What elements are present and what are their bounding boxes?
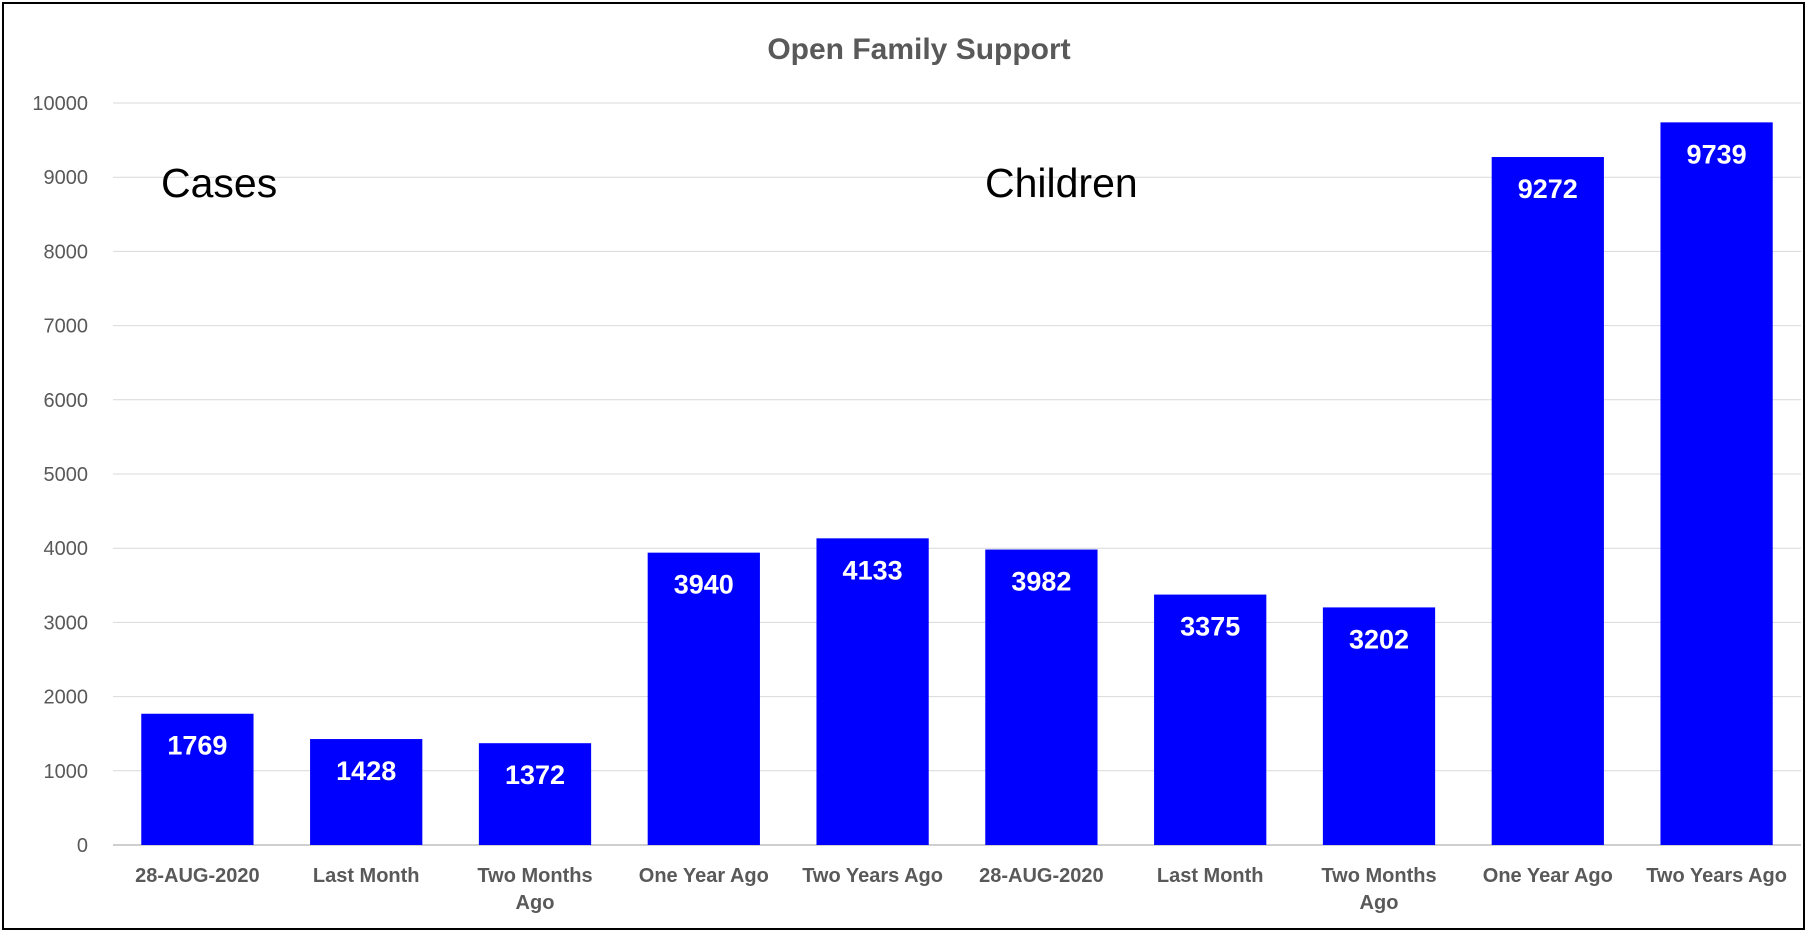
data-label: 1769 <box>167 731 227 761</box>
data-label: 1428 <box>336 756 396 786</box>
data-label: 9739 <box>1687 139 1747 169</box>
bar <box>310 739 423 845</box>
y-tick-label: 6000 <box>44 390 89 412</box>
chart-title: Open Family Support <box>767 33 1070 66</box>
bar <box>647 552 760 845</box>
bar <box>1322 607 1436 845</box>
x-tick-label: Last Month <box>313 865 420 887</box>
y-tick-label: 5000 <box>44 464 89 486</box>
data-label: 1372 <box>505 760 565 790</box>
data-label: 9272 <box>1518 174 1578 204</box>
y-tick-label: 8000 <box>44 241 89 263</box>
bar <box>1154 594 1267 845</box>
x-tick-label: Ago <box>1360 892 1399 914</box>
data-label: 4133 <box>843 555 903 585</box>
y-tick-label: 0 <box>77 835 88 857</box>
x-tick-label: One Year Ago <box>1483 865 1613 887</box>
x-tick-label: One Year Ago <box>639 865 769 887</box>
y-tick-label: 9000 <box>44 167 89 189</box>
x-tick-label: 28-AUG-2020 <box>979 865 1104 887</box>
y-axis-ticks: 0 1000 2000 3000 4000 5000 6000 7000 8000 9000 100… <box>32 93 88 857</box>
x-tick-label: Two Months <box>1321 865 1436 887</box>
annotation-children: Children <box>985 160 1138 206</box>
data-label: 3982 <box>1011 567 1071 597</box>
y-tick-label: 10000 <box>32 93 88 115</box>
bar <box>985 549 1098 845</box>
bar <box>478 743 592 845</box>
x-axis-labels: 28-AUG-2020 Last Month Two Months Ago One Ye… <box>135 865 1787 914</box>
data-label: 3940 <box>674 570 734 600</box>
x-tick-label: Last Month <box>1157 865 1264 887</box>
y-tick-label: 1000 <box>44 761 89 783</box>
bar <box>1491 157 1604 846</box>
data-label: 3375 <box>1180 612 1240 642</box>
bars: 1769 1428 1372 3940 4133 3982 3375 3202 9272 9739 <box>141 122 1773 846</box>
x-tick-label: 28-AUG-2020 <box>135 865 260 887</box>
annotation-cases: Cases <box>161 160 277 206</box>
x-tick-label: Two Years Ago <box>1646 865 1787 887</box>
bar <box>816 538 929 845</box>
y-tick-label: 3000 <box>44 612 89 634</box>
y-tick-label: 7000 <box>44 316 89 338</box>
y-tick-label: 2000 <box>44 687 89 709</box>
y-tick-label: 4000 <box>44 538 89 560</box>
x-tick-label: Two Years Ago <box>802 865 943 887</box>
x-tick-label: Two Months <box>477 865 592 887</box>
x-tick-label: Ago <box>516 892 555 914</box>
data-label: 3202 <box>1349 624 1409 654</box>
bar <box>141 713 254 845</box>
bar <box>1660 122 1773 845</box>
